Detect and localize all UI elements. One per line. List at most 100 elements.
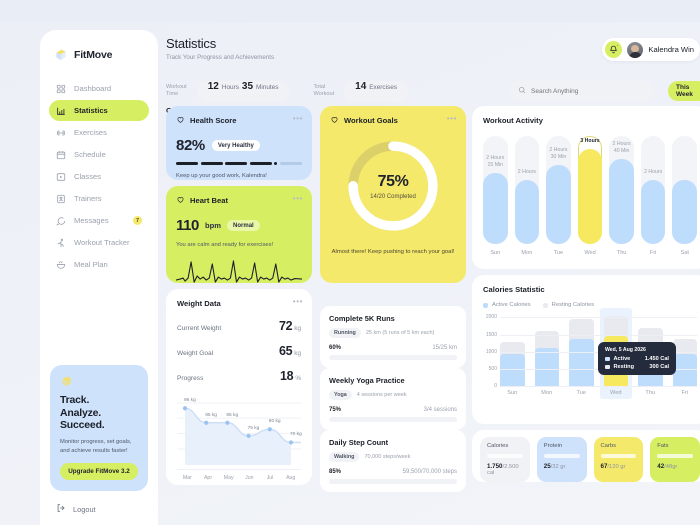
- page-title: Statistics: [166, 36, 217, 51]
- logout-icon: [56, 503, 66, 515]
- workout-activity-day-labels: Sun Mon Tue Wed Thu Fri Sat: [483, 250, 697, 256]
- weight-row-label: Current Weight: [177, 325, 222, 332]
- calories-day-label: Sun: [507, 390, 518, 396]
- total-workout-unit: Exercises: [369, 83, 397, 91]
- workout-activity-title: Workout Activity: [483, 116, 543, 125]
- heart-beat-more-icon[interactable]: •••: [292, 194, 303, 203]
- sidebar-item-meal-plan[interactable]: Meal Plan: [49, 254, 149, 275]
- workout-time-pill[interactable]: 12 Hours 35 Minutes: [196, 80, 290, 102]
- calories-bar-column[interactable]: [500, 314, 525, 386]
- nutrition-progress-track: [600, 454, 637, 458]
- sidebar-item-messages[interactable]: Messages 7: [49, 210, 149, 231]
- calories-y-tick: 1500: [485, 331, 497, 338]
- workout-goals-donut: 75% 14/20 Completed: [341, 134, 445, 238]
- workout-goals-more-icon[interactable]: •••: [446, 114, 457, 123]
- weight-row-value: 65: [278, 344, 293, 358]
- goal-item-stats: 60% 15/25 km: [329, 345, 457, 351]
- weight-row-value: 72: [278, 319, 293, 333]
- list-item[interactable]: Daily Step Count Walking 70,000 steps/we…: [320, 430, 466, 492]
- goal-item-title: Complete 5K Runs: [329, 314, 395, 323]
- activity-bar-column[interactable]: 2 Hours 30 Min: [546, 136, 571, 244]
- total-workout-pill[interactable]: 14 Exercises: [344, 80, 408, 102]
- activity-bar-column[interactable]: 2 Hours 40 Min: [609, 136, 634, 244]
- nutrition-card-item[interactable]: Calories 1.750/2.500 cal: [480, 437, 530, 482]
- id-card-icon: [56, 194, 66, 204]
- sidebar-item-exercises[interactable]: Exercises: [49, 122, 149, 143]
- list-item[interactable]: Weekly Yoga Practice Yoga 4 sessions per…: [320, 368, 466, 430]
- activity-bar-fill: [672, 180, 698, 244]
- calories-bar-column[interactable]: [672, 314, 697, 386]
- logout-button[interactable]: Logout: [40, 491, 158, 515]
- sidebar-item-trainers[interactable]: Trainers: [49, 188, 149, 209]
- nutrition-value: 42/48gr: [657, 463, 678, 470]
- workout-time-minutes-unit: Minutes: [256, 83, 279, 91]
- bowl-icon: [56, 260, 66, 270]
- goal-item-meta: Running 25 km (5 runs of 5 km each): [329, 328, 457, 338]
- upgrade-button[interactable]: Upgrade FitMove 3.2: [60, 463, 138, 480]
- promo-logo-icon: [60, 375, 73, 388]
- weight-month-label: Jun: [245, 475, 254, 481]
- activity-bar-fill: [514, 180, 540, 244]
- sidebar-item-label: Messages: [74, 216, 109, 225]
- nutrition-card-item[interactable]: Fats 42/48gr: [650, 437, 700, 482]
- weight-point-label: 85 kg: [226, 412, 239, 418]
- tooltip-resting-row: Resting 300 Cal: [605, 364, 669, 370]
- promo-title-line: Analyze.: [60, 406, 101, 419]
- weight-point-label: 75 kg: [247, 425, 260, 431]
- tooltip-resting-label: Resting: [613, 364, 635, 370]
- heart-beat-value-row: 110 bpm Normal: [176, 217, 302, 234]
- goal-item-title: Weekly Yoga Practice: [329, 376, 405, 385]
- period-filter-button[interactable]: This Week: [668, 81, 700, 101]
- search-input[interactable]: [531, 87, 646, 95]
- health-score-header: Health Score: [176, 115, 302, 126]
- sidebar-item-classes[interactable]: Classes: [49, 166, 149, 187]
- workout-time-minutes: 35: [241, 80, 254, 92]
- calories-bar-column[interactable]: [569, 314, 594, 386]
- activity-bar-column[interactable]: 2 Hours: [640, 136, 666, 244]
- workout-goals-title: Workout Goals: [344, 116, 398, 125]
- goal-item-desc: 4 sessions per week: [356, 392, 407, 398]
- goal-item-progress-bar: [329, 479, 457, 484]
- goal-item-desc: 25 km (5 runs of 5 km each): [365, 330, 435, 336]
- activity-day-label: Wed: [584, 250, 596, 256]
- activity-day-label: Sun: [490, 250, 501, 256]
- workout-activity-bars: 2 Hours 15 Min 2 Hours 2 Hours 30 Min 3 Ho…: [483, 136, 698, 244]
- activity-bar-fill: [483, 172, 508, 244]
- sidebar-item-statistics[interactable]: Statistics: [49, 100, 149, 121]
- activity-bar-label: 2 Hours: [517, 169, 536, 176]
- calories-y-tick: 2000: [485, 314, 497, 321]
- activity-bar-column[interactable]: 2 Hours: [514, 136, 540, 244]
- calories-y-tick: 0: [494, 383, 497, 389]
- brand: FitMove: [40, 44, 158, 62]
- weight-point-label: 85 kg: [205, 412, 217, 418]
- calories-active-bar: [534, 347, 559, 386]
- activity-bar-column[interactable]: 2 Hours 15 Min: [483, 136, 508, 244]
- weight-data-more-icon[interactable]: •••: [292, 297, 303, 306]
- activity-bar-column[interactable]: [672, 136, 698, 244]
- sidebar-item-workout-tracker[interactable]: Workout Tracker: [49, 232, 149, 253]
- notification-bell-icon[interactable]: [605, 41, 623, 58]
- sidebar-item-dashboard[interactable]: Dashboard: [49, 78, 149, 99]
- calories-y-axis: 2000 1500 1000 500 0: [483, 314, 500, 389]
- workout-goals-note: Almost there! Keep pushing to reach your…: [331, 249, 455, 255]
- stat-bar: Workout Time 12 Hours 35 Minutes Total W…: [158, 76, 700, 106]
- weight-row-label: Progress: [177, 375, 204, 382]
- list-item[interactable]: Complete 5K Runs Running 25 km (5 runs o…: [320, 306, 466, 368]
- calories-bar-column[interactable]: [534, 314, 559, 386]
- weight-month-label: Mar: [182, 475, 192, 481]
- goal-item-progress-text: 3/4 sessions: [423, 407, 457, 413]
- activity-bar-column[interactable]: 3 Hours: [577, 136, 603, 244]
- weight-month-label: Aug: [286, 475, 296, 481]
- dumbbell-icon: [56, 128, 66, 138]
- nutrition-card-item[interactable]: Carbs 67/120 gr: [593, 437, 644, 482]
- user-chip[interactable]: Kalendra Win: [602, 38, 700, 61]
- sidebar-item-label: Meal Plan: [74, 260, 108, 269]
- sidebar-item-schedule[interactable]: Schedule: [49, 144, 149, 165]
- nutrition-card-item[interactable]: Protein 25/32 gr: [536, 437, 587, 482]
- goal-item-progress-text: 59,500/70,000 steps: [402, 469, 457, 475]
- health-score-more-icon[interactable]: •••: [292, 114, 303, 123]
- search-icon: [518, 86, 526, 96]
- search-box[interactable]: [510, 81, 654, 101]
- goal-item-percent: 60%: [329, 345, 342, 351]
- activity-day-label: Mon: [521, 250, 533, 256]
